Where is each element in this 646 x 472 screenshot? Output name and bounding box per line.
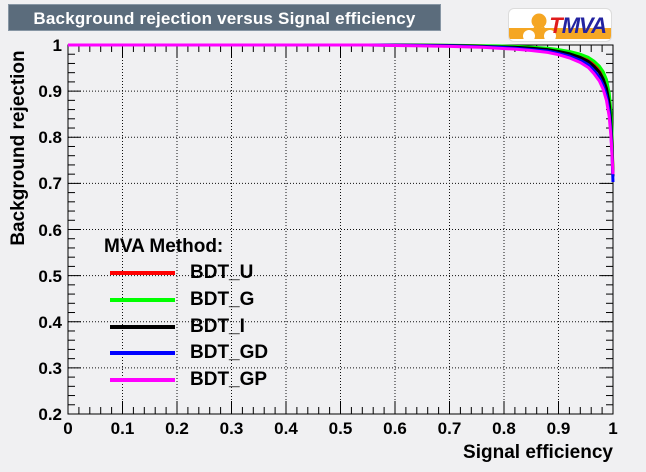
x-axis-title: Signal efficiency [463, 442, 613, 463]
legend-label-bdt-gp: BDT_GP [190, 369, 268, 390]
y-tick-label: 0.3 [38, 358, 62, 378]
legend-swatch-bdt-gp [110, 378, 175, 382]
roc-curve-BDT_U [68, 43, 615, 175]
x-tick-label: 0 [63, 419, 73, 438]
legend-swatch-bdt-u [110, 271, 175, 275]
x-tick-label: 0.7 [437, 419, 462, 438]
y-tick-label: 0.2 [38, 405, 62, 424]
y-tick-label: 0.4 [38, 312, 62, 332]
tmva-logo-figure-icon [523, 13, 556, 41]
x-tick-label: 0.8 [492, 419, 516, 438]
tmva-logo-wordmark: TMVA [549, 13, 607, 39]
x-tick-label: 0.3 [219, 419, 244, 438]
tmva-logo-letter-t: T [549, 13, 562, 38]
legend-label-bdt-gd: BDT_GD [190, 342, 269, 363]
y-tick-label: 1 [52, 36, 62, 55]
y-tick-label: 0.5 [38, 266, 62, 286]
y-tick-label: 0.6 [38, 220, 62, 240]
roc-curve-BDT_GD [68, 43, 615, 183]
legend: MVA Method: BDT_U BDT_G BDT_I BDT_GD BDT… [104, 236, 344, 398]
x-tick-label: 0.1 [110, 419, 135, 438]
legend-item-bdt-gp: BDT_GP [110, 369, 268, 390]
x-tick-label: 0.9 [546, 419, 571, 438]
x-tick-label: 0.6 [383, 419, 407, 438]
legend-item-bdt-g: BDT_G [110, 289, 255, 310]
tmva-logo-strip [509, 28, 611, 39]
tmva-logo: TMVA [508, 8, 612, 42]
legend-swatch-bdt-g [110, 298, 175, 302]
legend-item-bdt-gd: BDT_GD [110, 342, 269, 363]
legend-label-bdt-g: BDT_G [190, 289, 255, 310]
legend-item-bdt-u: BDT_U [110, 262, 254, 283]
legend-title: MVA Method: [104, 236, 224, 257]
roc-curve-BDT_GP [68, 43, 615, 175]
plot-title: Background rejection versus Signal effic… [8, 4, 441, 31]
legend-label-bdt-i: BDT_I [190, 316, 245, 337]
y-tick-label: 0.7 [38, 174, 62, 194]
x-tick-label: 0.4 [274, 419, 298, 438]
x-tick-label: 0.5 [328, 419, 353, 438]
tmva-logo-letters-mva: MVA [561, 13, 607, 38]
x-tick-label: 0.2 [165, 419, 189, 438]
y-tick-label: 0.8 [38, 128, 62, 148]
x-tick-label: 1 [608, 419, 618, 438]
legend-item-bdt-i: BDT_I [110, 316, 245, 337]
legend-swatch-bdt-i [110, 325, 175, 329]
legend-swatch-bdt-gd [110, 351, 175, 355]
y-tick-label: 0.9 [38, 82, 62, 102]
legend-label-bdt-u: BDT_U [190, 262, 254, 283]
